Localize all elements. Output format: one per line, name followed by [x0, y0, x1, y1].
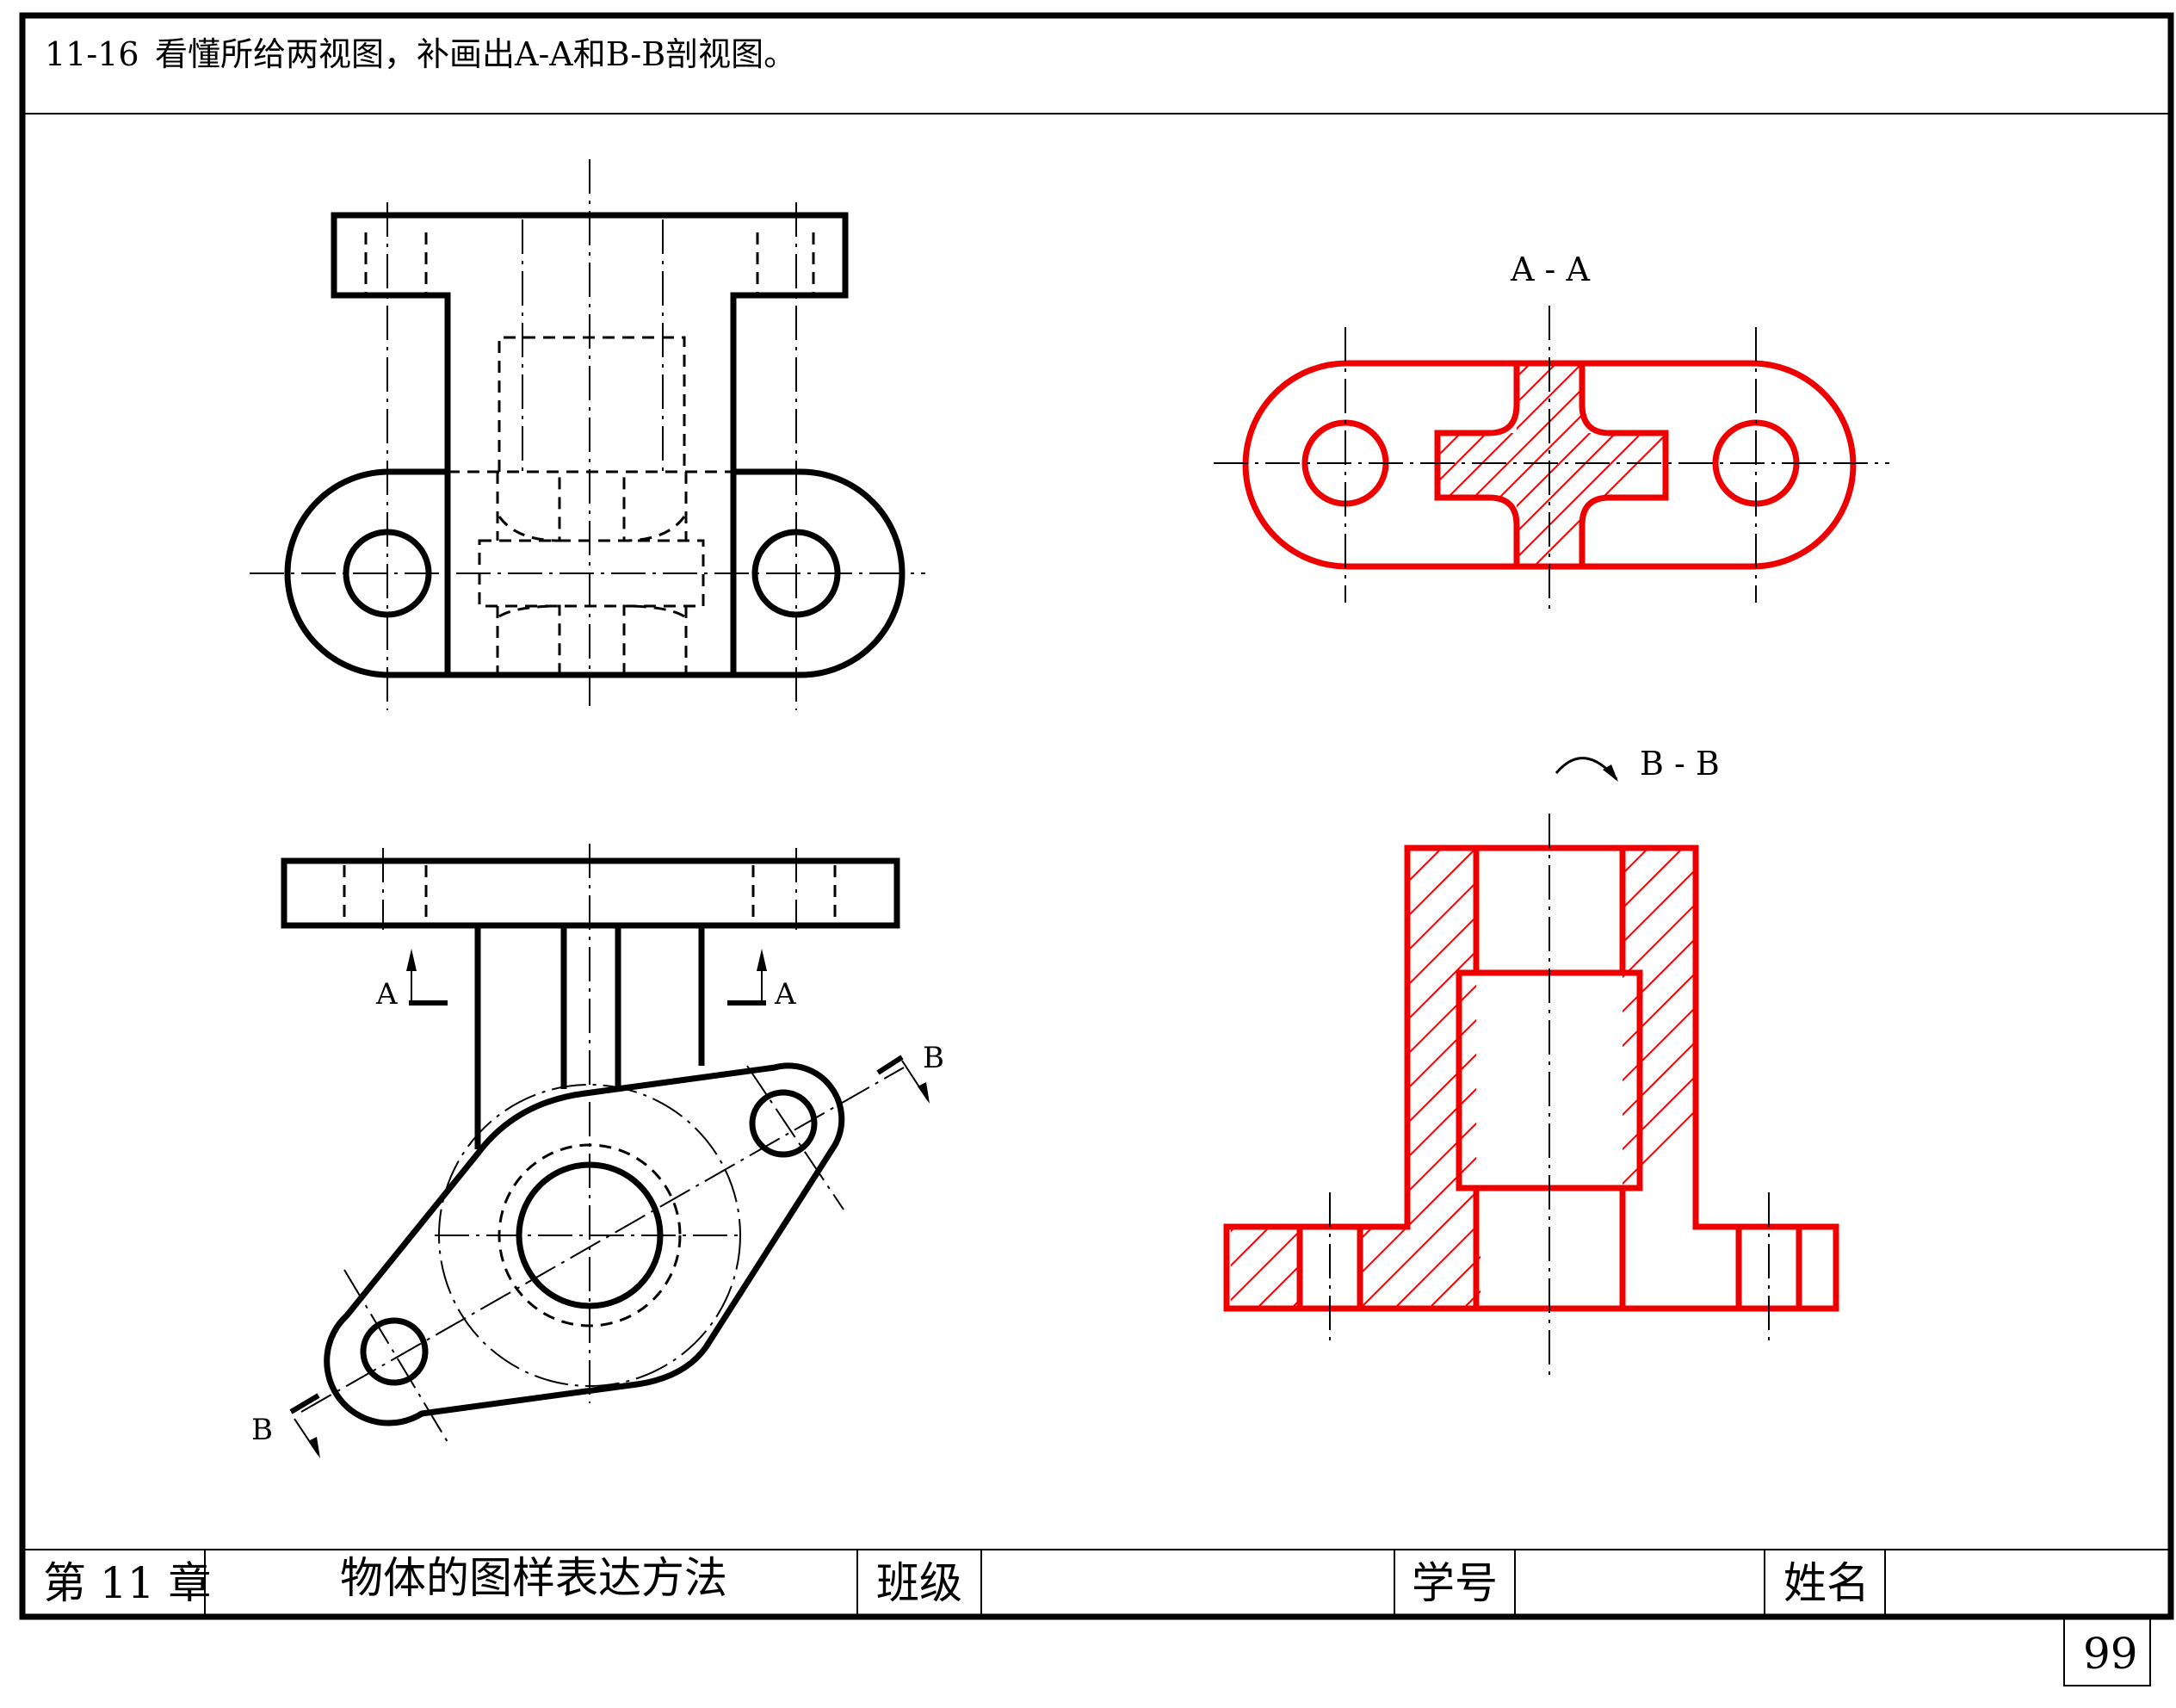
top-view	[281, 844, 930, 1458]
top-view-hidden-lines	[343, 865, 837, 921]
section-a-title: A - A	[1510, 251, 1590, 288]
top-view-web	[474, 925, 705, 1149]
arrow-b-top-icon	[918, 1082, 930, 1104]
student-id-label: 学号	[1412, 1558, 1498, 1608]
class-label: 班级	[876, 1558, 962, 1608]
front-view	[250, 159, 925, 710]
top-view-small-hole-left	[360, 1317, 429, 1386]
topic-label: 物体的图样表达方法	[340, 1553, 727, 1603]
arrow-b-bottom-icon	[308, 1437, 320, 1458]
section-a-a	[1242, 360, 1857, 570]
chapter-label: 第 11 章	[43, 1558, 211, 1608]
section-a-outline	[1242, 360, 1857, 570]
section-b-outline	[1223, 845, 1839, 1312]
page-number: 99	[2083, 1629, 2138, 1679]
cut-plane-b-markers	[289, 1055, 904, 1414]
front-view-center-lines	[250, 159, 925, 710]
top-view-center-lines	[300, 844, 905, 1443]
sheet-frame	[19, 12, 2174, 1686]
rotation-arrow-icon	[1603, 764, 1618, 782]
section-b-title: B - B	[1640, 745, 1720, 783]
cut-label-a-right: A	[774, 977, 796, 1012]
section-b-center-lines	[1329, 814, 1770, 1382]
problem-number: 11-16	[45, 35, 139, 73]
front-view-hidden-lines	[364, 232, 815, 675]
top-view-base-plate	[324, 1062, 845, 1426]
cut-label-b-top: B	[923, 1041, 944, 1075]
student-name-label: 姓名	[1783, 1558, 1870, 1608]
arrow-a-right-icon	[757, 949, 767, 971]
cut-label-a-left: A	[375, 977, 398, 1012]
top-view-small-hole-right	[749, 1089, 818, 1158]
section-a-center-lines	[1214, 306, 1889, 613]
arrow-a-left-icon	[406, 949, 417, 971]
section-a-hatch	[1437, 363, 1666, 566]
cut-label-b-bottom: B	[251, 1413, 273, 1447]
front-view-outline	[284, 212, 906, 678]
problem-statement: 看懂所给两视图，补画出A-A和B-B剖视图。	[155, 35, 796, 73]
section-a-cross-profile	[1434, 363, 1669, 566]
